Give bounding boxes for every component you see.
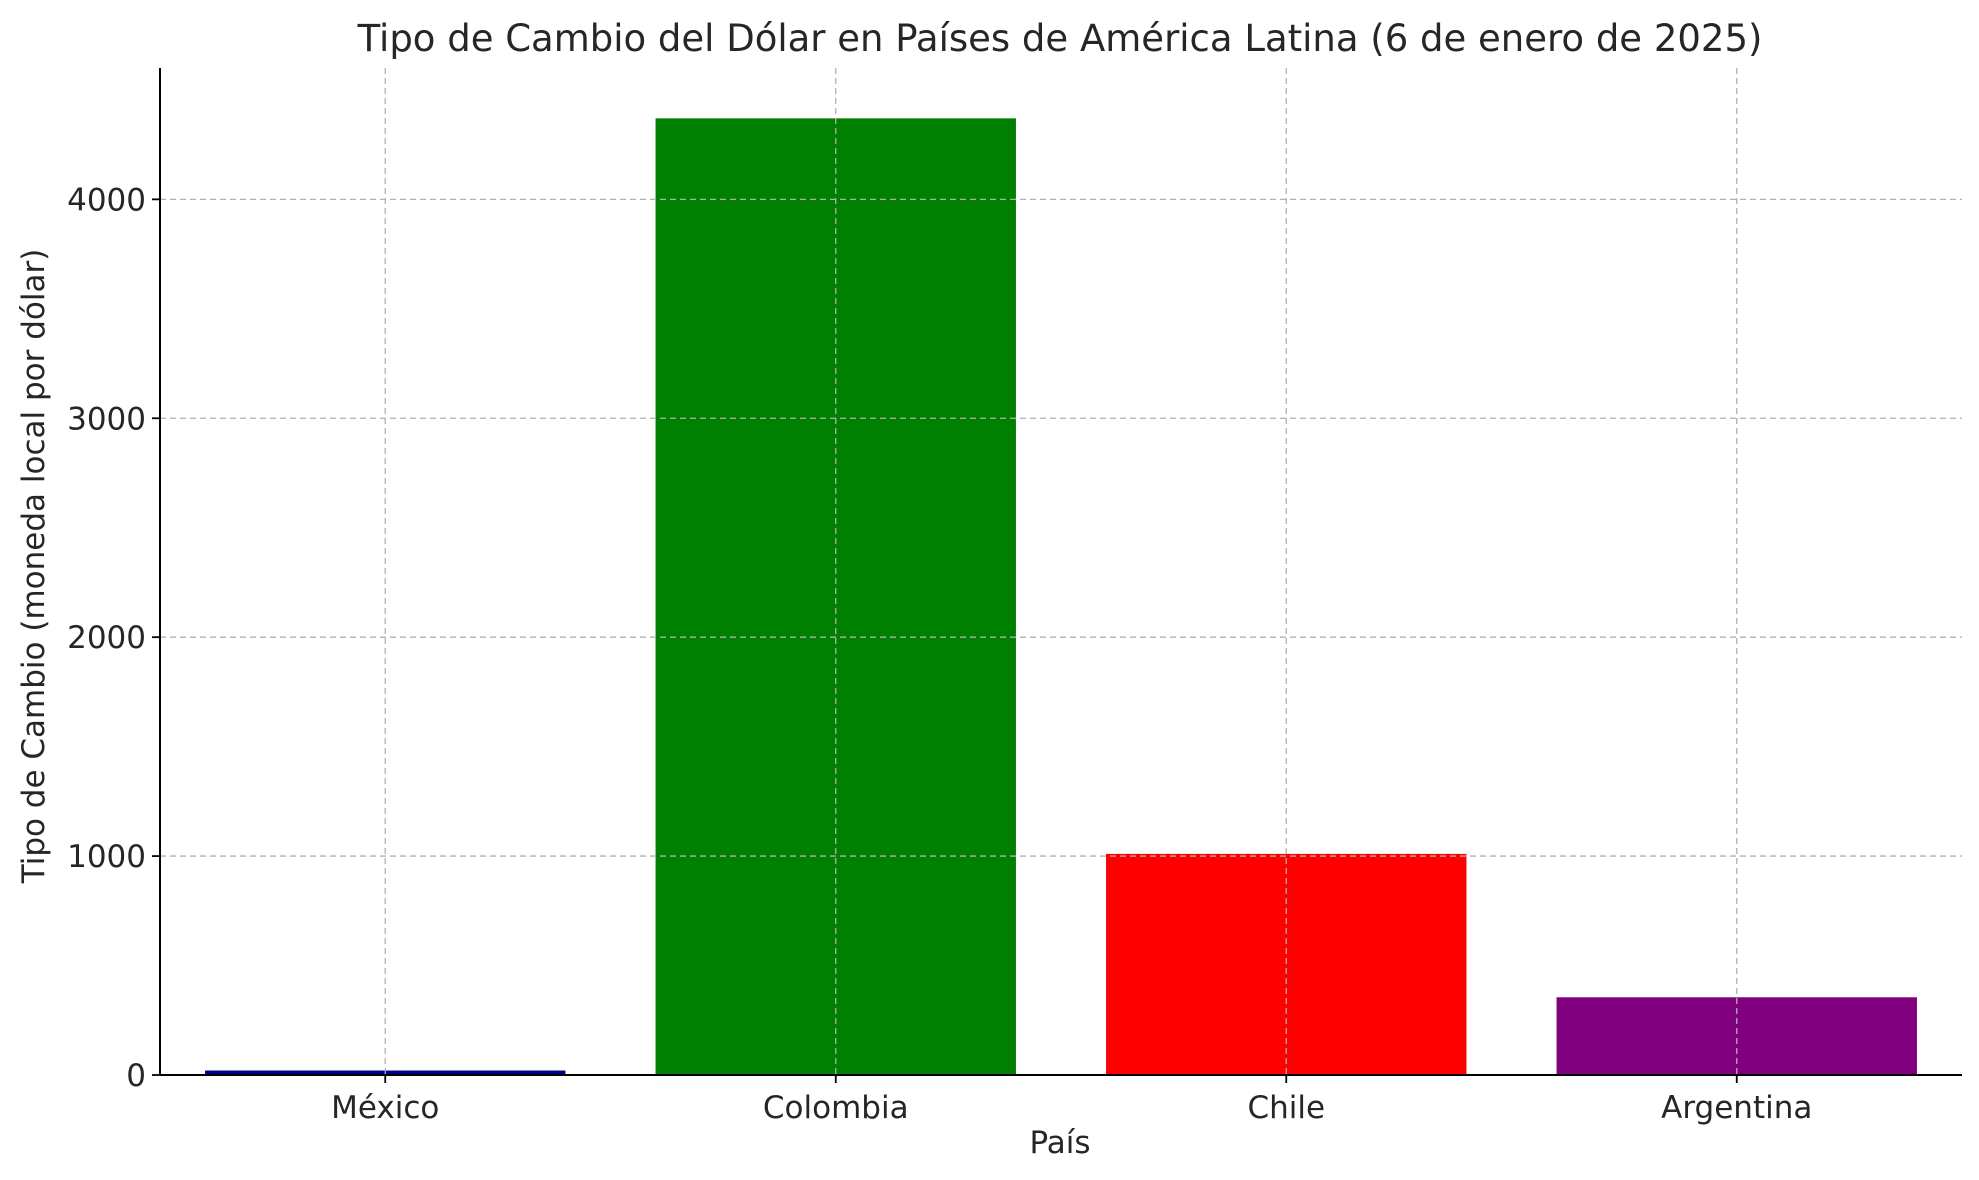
bars xyxy=(205,118,1917,1076)
bar xyxy=(655,118,1016,1076)
y-tick-label: 2000 xyxy=(67,620,146,656)
y-tick-label: 0 xyxy=(126,1058,146,1094)
y-tick-labels: 0 1000 2000 3000 4000 xyxy=(67,182,146,1094)
x-tick-label: Colombia xyxy=(763,1090,909,1126)
x-tick-label: México xyxy=(331,1090,439,1126)
y-tick-label: 1000 xyxy=(67,839,146,875)
x-tick-labels: México Colombia Chile Argentina xyxy=(331,1090,1812,1126)
x-axis-label: País xyxy=(1029,1125,1090,1161)
axes xyxy=(152,68,1962,1083)
y-axis-label: Tipo de Cambio (moneda local por dólar) xyxy=(16,249,52,885)
gridlines xyxy=(160,68,1962,1075)
x-tick-label: Argentina xyxy=(1661,1090,1812,1126)
chart-title: Tipo de Cambio del Dólar en Países de Am… xyxy=(357,17,1763,60)
y-tick-label: 4000 xyxy=(67,182,146,218)
x-tick-label: Chile xyxy=(1247,1090,1325,1126)
y-tick-label: 3000 xyxy=(67,401,146,437)
